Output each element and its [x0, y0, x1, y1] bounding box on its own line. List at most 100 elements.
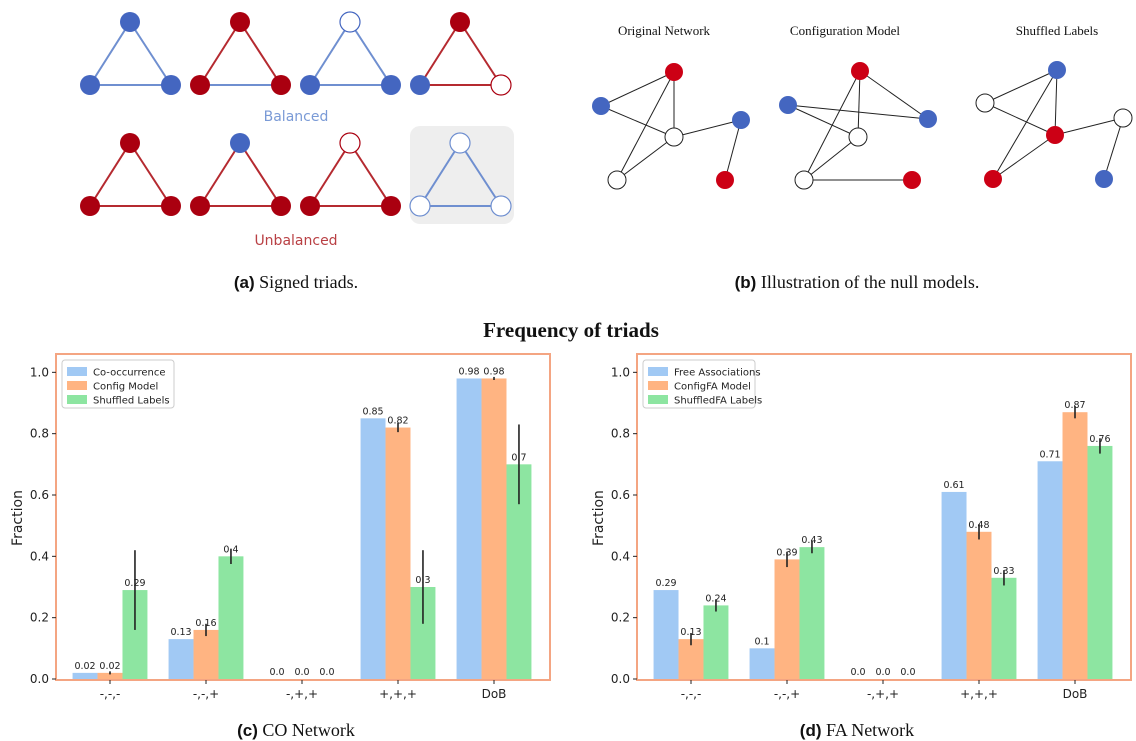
node-red [271, 75, 291, 95]
y-tick-label: 1.0 [611, 365, 630, 379]
signed-triads-panel: Balanced [80, 11, 514, 292]
x-tick-label: -,+,+ [867, 687, 899, 701]
triad-mixed-balanced [410, 12, 512, 96]
node-red [665, 63, 683, 81]
bar [168, 639, 194, 679]
x-tick-label: -,-,- [100, 687, 121, 701]
network-title-shuffled: Shuffled Labels [1016, 23, 1098, 38]
data-label: 0.48 [968, 520, 989, 531]
legend-box [642, 359, 756, 409]
x-tick-label: +,+,+ [379, 687, 417, 701]
triad-white-top-balanced [300, 11, 401, 95]
highlighted-triad-background [410, 126, 514, 224]
node-white [1113, 108, 1133, 128]
node-red [300, 196, 320, 216]
caption-b: (b) Illustration of the null models. [735, 272, 980, 292]
node-blue [300, 75, 320, 95]
data-label: 0.43 [801, 535, 822, 546]
null-models-panel: Original Network Configuration Model Shu… [592, 23, 1133, 292]
legend-swatch [648, 367, 668, 376]
y-tick-label: 1.0 [30, 365, 49, 379]
node-white [794, 170, 814, 190]
data-label: 0.0 [850, 667, 865, 678]
node-white [449, 132, 471, 154]
legend-swatch [67, 381, 87, 390]
node-red [381, 196, 401, 216]
data-label: 0.1 [754, 636, 769, 647]
caption-d: (d) FA Network [800, 720, 914, 740]
triad-white-top-unbalanced [300, 132, 401, 216]
node-red [984, 170, 1002, 188]
caption-c: (c) CO Network [237, 720, 355, 740]
node-blue [120, 12, 140, 32]
bar [799, 547, 825, 679]
configuration-model-graph [779, 62, 937, 190]
triad-all-red-unbalanced [80, 133, 181, 216]
triad-all-white-highlighted [409, 132, 512, 217]
node-red [1046, 126, 1064, 144]
bar [385, 427, 411, 679]
balanced-label: Balanced [264, 109, 329, 125]
data-label: 0.16 [195, 618, 216, 629]
x-tick-label: -,-,+ [193, 687, 219, 701]
x-tick-label: DoB [1063, 687, 1088, 701]
bar [1037, 461, 1063, 679]
node-red [190, 75, 210, 95]
bar [456, 378, 482, 679]
node-white [607, 170, 627, 190]
node-red [851, 62, 869, 80]
node-blue [80, 75, 100, 95]
network-title-configuration: Configuration Model [790, 23, 901, 38]
bar [653, 590, 679, 679]
y-tick-label: 0.2 [30, 611, 49, 625]
bar [703, 605, 729, 679]
legend: Free Associations ConfigFA Model ShuffledF… [642, 359, 762, 409]
x-tick-label: -,+,+ [286, 687, 318, 701]
node-white [339, 132, 361, 154]
legend-entry: Co-occurrence [93, 368, 166, 379]
node-red [80, 196, 100, 216]
data-label: 0.7 [511, 452, 526, 463]
node-blue [592, 97, 610, 115]
node-white [490, 74, 512, 96]
y-tick-label: 0.8 [611, 427, 630, 441]
node-blue [1095, 170, 1113, 188]
data-label: 0.0 [319, 667, 334, 678]
node-red [903, 171, 921, 189]
x-tick-label: -,-,+ [774, 687, 800, 701]
x-tick-label: DoB [482, 687, 507, 701]
node-red [450, 12, 470, 32]
y-axis-label: Fraction [10, 490, 26, 546]
node-blue [410, 75, 430, 95]
y-tick-label: 0.0 [30, 672, 49, 686]
bar [1062, 412, 1088, 679]
node-red [716, 171, 734, 189]
bar [360, 418, 386, 679]
legend-entry: Shuffled Labels [93, 396, 170, 407]
node-white [664, 127, 684, 147]
node-blue [230, 133, 250, 153]
figure-title: Frequency of triads [483, 318, 659, 342]
y-tick-label: 0.0 [611, 672, 630, 686]
y-tick-label: 0.4 [30, 549, 49, 563]
data-label: 0.0 [900, 667, 915, 678]
y-tick-label: 0.6 [611, 488, 630, 502]
node-blue [779, 96, 797, 114]
data-label: 0.24 [705, 593, 726, 604]
node-white [490, 195, 512, 217]
triad-blue-top-unbalanced [190, 133, 291, 216]
data-label: 0.29 [655, 578, 676, 589]
node-white [848, 127, 868, 147]
legend: Co-occurrence Config Model Shuffled Labels [61, 359, 175, 409]
data-label: 0.4 [223, 544, 238, 555]
data-label: 0.0 [294, 667, 309, 678]
data-label: 0.76 [1089, 434, 1110, 445]
co-network-chart: 0.0 0.2 0.4 0.6 0.8 1.0 Fraction 0.02 0.02 0.29 -,… [10, 353, 551, 701]
data-label: 0.98 [483, 366, 504, 377]
legend-entry: ConfigFA Model [674, 382, 751, 393]
data-label: 0.13 [680, 627, 701, 638]
y-tick-label: 0.6 [30, 488, 49, 502]
x-tick-label: -,-,- [681, 687, 702, 701]
y-axis-label: Fraction [591, 490, 607, 546]
